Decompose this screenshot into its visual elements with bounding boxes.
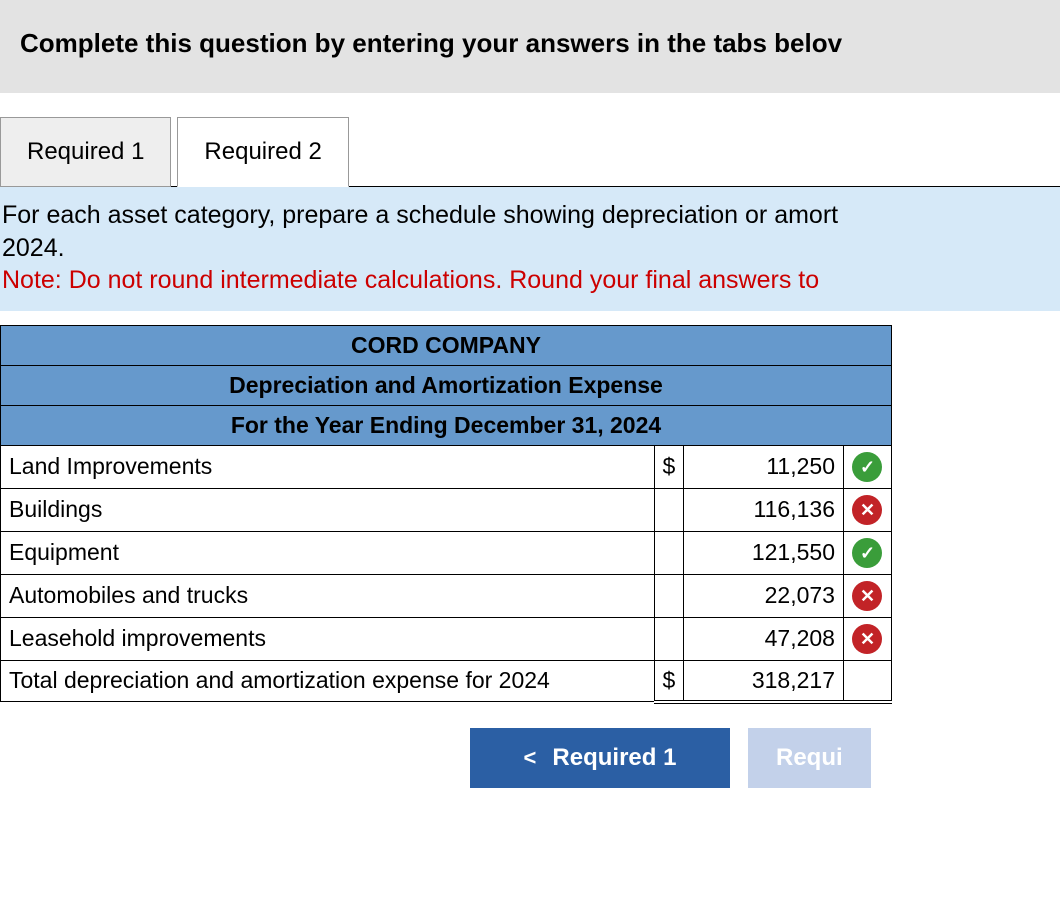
x-icon: ✕ xyxy=(852,581,882,611)
table-row: Land Improvements $ 11,250 ✓ xyxy=(1,445,892,488)
row-dollar xyxy=(654,574,684,617)
prompt-line-2: 2024. xyxy=(2,234,65,262)
next-button[interactable]: Requi xyxy=(748,728,871,788)
prompt-line-1: For each asset category, prepare a sched… xyxy=(2,201,838,229)
table-title: CORD COMPANY xyxy=(1,325,892,365)
row-status: ✓ xyxy=(843,531,891,574)
prompt-area: For each asset category, prepare a sched… xyxy=(0,187,1060,311)
chevron-left-icon: < xyxy=(524,745,537,771)
table-row: Equipment 121,550 ✓ xyxy=(1,531,892,574)
row-value[interactable]: 116,136 xyxy=(684,488,844,531)
x-icon: ✕ xyxy=(852,624,882,654)
row-status: ✕ xyxy=(843,574,891,617)
next-label: Requi xyxy=(776,744,843,772)
instruction-bar: Complete this question by entering your … xyxy=(0,0,1060,93)
table-row: Automobiles and trucks 22,073 ✕ xyxy=(1,574,892,617)
row-value[interactable]: 11,250 xyxy=(684,445,844,488)
table-subtitle: Depreciation and Amortization Expense xyxy=(1,365,892,405)
prev-button[interactable]: < Required 1 xyxy=(470,728,730,788)
total-value: 318,217 xyxy=(684,660,844,702)
row-value[interactable]: 121,550 xyxy=(684,531,844,574)
x-icon: ✕ xyxy=(852,495,882,525)
table-row: Leasehold improvements 47,208 ✕ xyxy=(1,617,892,660)
row-dollar: $ xyxy=(654,445,684,488)
depreciation-table: CORD COMPANY Depreciation and Amortizati… xyxy=(0,325,892,704)
row-value[interactable]: 47,208 xyxy=(684,617,844,660)
prev-label: Required 1 xyxy=(552,744,676,772)
row-label: Equipment xyxy=(1,531,655,574)
row-label: Buildings xyxy=(1,488,655,531)
check-icon: ✓ xyxy=(852,538,882,568)
row-dollar xyxy=(654,531,684,574)
row-label: Land Improvements xyxy=(1,445,655,488)
row-label: Leasehold improvements xyxy=(1,617,655,660)
total-label: Total depreciation and amortization expe… xyxy=(1,660,655,702)
total-status xyxy=(843,660,891,702)
tab-content: For each asset category, prepare a sched… xyxy=(0,186,1060,788)
row-status: ✕ xyxy=(843,617,891,660)
tab-strip: Required 1 Required 2 xyxy=(0,117,1060,187)
row-dollar xyxy=(654,617,684,660)
prompt-note: Note: Do not round intermediate calculat… xyxy=(2,266,819,294)
row-status: ✓ xyxy=(843,445,891,488)
row-label: Automobiles and trucks xyxy=(1,574,655,617)
tab-required-1[interactable]: Required 1 xyxy=(0,117,171,187)
table-period: For the Year Ending December 31, 2024 xyxy=(1,405,892,445)
table-total-row: Total depreciation and amortization expe… xyxy=(1,660,892,702)
total-dollar: $ xyxy=(654,660,684,702)
table-row: Buildings 116,136 ✕ xyxy=(1,488,892,531)
check-icon: ✓ xyxy=(852,452,882,482)
row-dollar xyxy=(654,488,684,531)
tab-required-2[interactable]: Required 2 xyxy=(177,117,348,187)
nav-row: < Required 1 Requi xyxy=(0,728,1060,788)
row-value[interactable]: 22,073 xyxy=(684,574,844,617)
row-status: ✕ xyxy=(843,488,891,531)
